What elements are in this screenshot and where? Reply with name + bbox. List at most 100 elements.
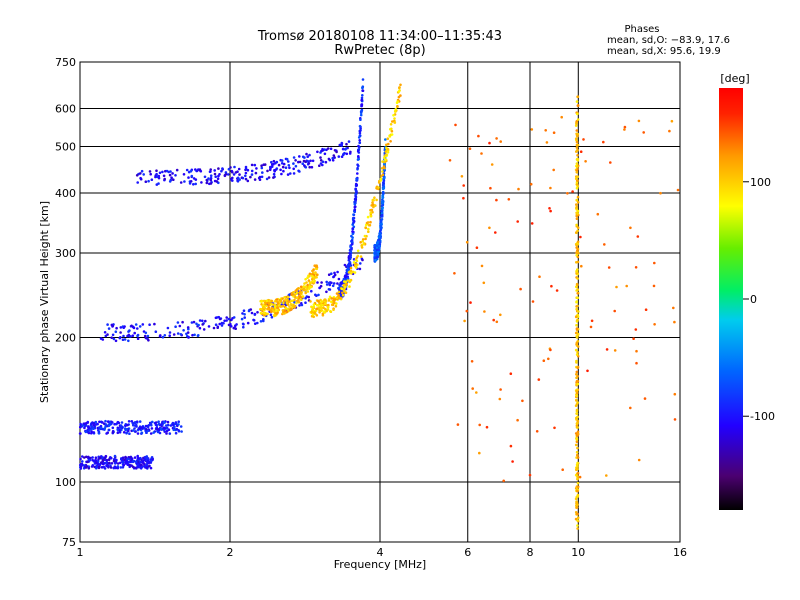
grid-lines bbox=[80, 62, 680, 542]
echo-point bbox=[260, 303, 263, 306]
echo-point bbox=[262, 299, 266, 303]
echo-point bbox=[271, 303, 274, 306]
echo-point bbox=[114, 466, 118, 470]
echo-point bbox=[114, 339, 118, 343]
echo-point bbox=[311, 308, 314, 312]
echo-point bbox=[253, 178, 257, 181]
echo-point bbox=[152, 431, 155, 434]
echo-point bbox=[150, 456, 154, 459]
echo-point bbox=[561, 468, 564, 472]
echo-point bbox=[132, 326, 136, 330]
echo-point bbox=[175, 427, 179, 431]
echo-point bbox=[364, 226, 368, 230]
echo-point bbox=[347, 271, 351, 274]
echo-point bbox=[517, 187, 520, 191]
echo-point bbox=[384, 153, 388, 156]
echo-point bbox=[138, 420, 142, 423]
echo-point bbox=[143, 457, 146, 461]
echo-point bbox=[574, 348, 578, 352]
echo-point bbox=[354, 205, 357, 208]
echo-point bbox=[348, 285, 351, 288]
echo-point bbox=[375, 246, 379, 250]
echo-point bbox=[576, 332, 580, 336]
echo-point bbox=[282, 162, 286, 166]
chart-title-line1: Tromsø 20180108 11:34:00–11:35:43 bbox=[257, 29, 502, 44]
echo-point bbox=[301, 162, 305, 165]
echo-point bbox=[576, 489, 579, 493]
echo-point bbox=[371, 198, 375, 202]
echo-point bbox=[344, 280, 348, 284]
echo-point bbox=[79, 463, 82, 466]
echo-point bbox=[468, 147, 472, 150]
echo-point bbox=[574, 331, 578, 335]
echo-point bbox=[230, 169, 234, 173]
echo-point bbox=[183, 180, 186, 183]
echo-point bbox=[128, 432, 131, 436]
echo-point bbox=[134, 460, 138, 464]
echo-point bbox=[575, 231, 578, 234]
echo-point bbox=[456, 423, 460, 426]
echo-point bbox=[575, 412, 578, 415]
colorbar-tick-label: 0 bbox=[750, 293, 757, 306]
echo-point bbox=[357, 157, 361, 161]
echo-point bbox=[605, 474, 608, 477]
echo-point bbox=[275, 312, 279, 315]
echo-point bbox=[326, 305, 330, 309]
echo-point bbox=[330, 300, 333, 304]
echo-point bbox=[349, 266, 353, 270]
echo-point bbox=[104, 423, 108, 426]
echo-point bbox=[575, 120, 579, 123]
echo-point bbox=[359, 127, 362, 130]
echo-point bbox=[112, 459, 116, 463]
echo-point bbox=[190, 321, 194, 324]
echo-point bbox=[83, 456, 86, 459]
echo-point bbox=[114, 330, 118, 334]
echo-point bbox=[373, 196, 376, 199]
echo-point bbox=[453, 272, 456, 275]
echo-point bbox=[576, 209, 580, 213]
echo-point bbox=[149, 432, 153, 435]
echo-point bbox=[176, 321, 180, 324]
echo-point bbox=[575, 122, 578, 125]
echo-point bbox=[163, 177, 166, 181]
echo-point bbox=[105, 458, 109, 462]
echo-point bbox=[304, 296, 307, 300]
echo-point bbox=[353, 208, 357, 211]
echo-point bbox=[262, 311, 266, 315]
echo-point bbox=[605, 348, 609, 351]
echo-point bbox=[398, 86, 401, 90]
echo-point bbox=[319, 298, 322, 302]
echo-point bbox=[325, 283, 329, 286]
echo-point bbox=[344, 285, 347, 288]
echo-point bbox=[575, 205, 578, 209]
echo-point bbox=[511, 460, 514, 463]
echo-point bbox=[156, 175, 159, 178]
echo-point bbox=[653, 323, 656, 326]
echo-point bbox=[322, 306, 325, 310]
echo-point bbox=[383, 166, 386, 170]
echo-point bbox=[201, 319, 204, 323]
echo-point bbox=[502, 479, 506, 483]
echo-point bbox=[340, 155, 344, 158]
echo-point bbox=[238, 173, 241, 176]
echo-point bbox=[389, 140, 392, 143]
echo-point bbox=[575, 129, 579, 132]
echo-point bbox=[140, 460, 144, 464]
echo-point bbox=[213, 172, 217, 176]
echo-point bbox=[81, 455, 84, 458]
echo-point bbox=[383, 162, 386, 166]
echo-point bbox=[377, 253, 380, 256]
echo-point bbox=[351, 227, 355, 230]
echo-point bbox=[576, 292, 579, 295]
echo-point bbox=[95, 461, 98, 464]
echo-point bbox=[372, 205, 375, 209]
echo-point bbox=[98, 463, 102, 467]
echo-point bbox=[227, 317, 231, 321]
echo-point bbox=[575, 437, 579, 441]
echo-point bbox=[279, 299, 283, 303]
echo-point bbox=[139, 176, 142, 180]
echo-point bbox=[361, 89, 365, 92]
echo-point bbox=[634, 328, 638, 331]
echo-point bbox=[110, 336, 113, 340]
